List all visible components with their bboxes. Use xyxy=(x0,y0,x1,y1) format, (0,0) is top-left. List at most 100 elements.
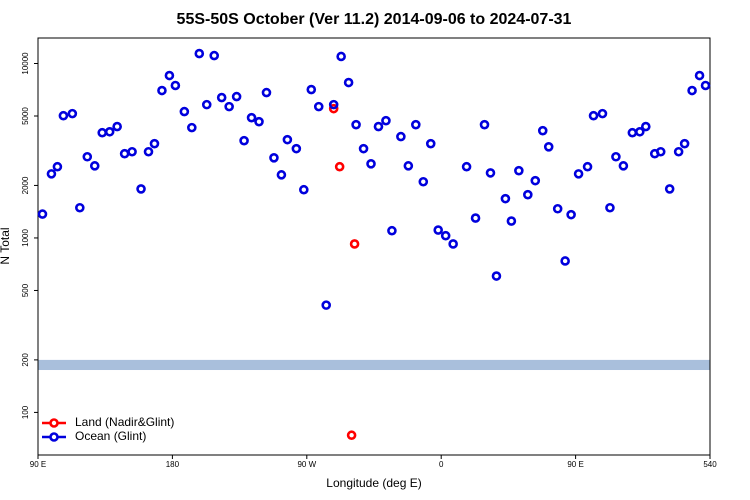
data-point xyxy=(343,77,354,88)
x-axis-label: Longitude (deg E) xyxy=(326,476,421,490)
data-point xyxy=(588,110,599,121)
y-tick-label: 200 xyxy=(21,353,30,367)
data-point xyxy=(336,51,346,62)
data-point xyxy=(411,119,421,130)
data-point xyxy=(552,203,563,214)
data-point xyxy=(52,161,63,172)
data-point xyxy=(276,170,287,180)
data-point xyxy=(306,84,317,95)
data-point xyxy=(543,142,554,152)
data-point xyxy=(700,80,711,91)
data-point xyxy=(418,176,429,187)
y-tick-label: 1000 xyxy=(21,229,30,247)
legend-label: Land (Nadir&Glint) xyxy=(75,415,174,429)
y-tick-label: 500 xyxy=(21,283,30,297)
data-point xyxy=(187,122,197,133)
data-point xyxy=(611,151,621,162)
data-band xyxy=(38,359,710,371)
data-point xyxy=(506,216,517,226)
data-point xyxy=(231,91,242,102)
data-point xyxy=(46,169,57,179)
chart-title: 55S-50S October (Ver 11.2) 2014-09-06 to… xyxy=(177,11,572,28)
data-point xyxy=(254,116,264,127)
data-point xyxy=(485,168,496,178)
data-point xyxy=(209,50,220,61)
data-point xyxy=(282,134,293,145)
data-point xyxy=(687,85,697,96)
data-point xyxy=(349,239,360,249)
data-point xyxy=(313,101,324,112)
data-point xyxy=(104,126,115,137)
data-point xyxy=(149,138,160,149)
y-tick-label: 5000 xyxy=(21,107,30,125)
data-point xyxy=(373,121,384,132)
data-point xyxy=(448,239,458,249)
x-tick-label: 540 xyxy=(703,460,717,469)
data-point xyxy=(89,161,100,171)
data-point xyxy=(216,92,227,103)
data-point xyxy=(627,127,638,138)
data-point xyxy=(37,209,48,219)
data-point xyxy=(403,161,414,171)
data-point xyxy=(239,135,249,146)
data-point xyxy=(673,146,684,157)
data-point xyxy=(328,103,339,114)
data-point xyxy=(136,184,146,194)
data-point xyxy=(97,127,108,138)
data-point xyxy=(170,80,181,91)
data-point xyxy=(694,70,705,81)
data-point xyxy=(119,148,130,159)
data-point xyxy=(605,202,615,213)
x-tick-label: 90 E xyxy=(30,460,46,469)
x-tick-label: 180 xyxy=(166,460,180,469)
data-point xyxy=(157,85,167,96)
data-point xyxy=(635,126,645,137)
data-point xyxy=(514,165,524,176)
data-point xyxy=(246,112,257,123)
data-point xyxy=(366,159,376,169)
data-point xyxy=(560,256,570,266)
data-point xyxy=(396,131,406,142)
data-point xyxy=(75,202,85,213)
legend-marker xyxy=(49,432,59,442)
data-point xyxy=(143,146,154,157)
data-point xyxy=(358,143,369,154)
data-point xyxy=(334,161,345,172)
data-point xyxy=(573,169,584,179)
data-point xyxy=(640,121,651,132)
data-point xyxy=(461,161,472,172)
x-tick-label: 0 xyxy=(439,460,444,469)
data-point xyxy=(491,271,502,281)
data-point xyxy=(530,175,541,186)
data-point xyxy=(194,48,205,59)
data-point xyxy=(351,119,361,130)
data-point xyxy=(655,146,666,157)
data-point xyxy=(470,213,481,223)
data-point xyxy=(566,209,576,220)
data-point xyxy=(537,125,548,136)
data-point xyxy=(179,106,190,117)
data-point xyxy=(381,115,391,126)
data-point xyxy=(328,99,339,110)
data-point xyxy=(618,161,629,171)
data-point xyxy=(201,99,212,110)
data-point xyxy=(679,138,690,149)
data-point xyxy=(664,184,675,194)
data-point xyxy=(82,151,93,162)
data-point xyxy=(67,108,78,119)
data-point xyxy=(425,138,436,149)
data-point xyxy=(112,121,122,132)
data-point xyxy=(269,153,279,163)
data-point xyxy=(346,430,357,441)
y-tick-label: 10000 xyxy=(21,52,30,75)
legend-marker xyxy=(49,418,59,428)
plot-frame xyxy=(37,37,711,456)
data-point xyxy=(291,143,302,154)
data-point xyxy=(224,101,234,112)
data-point xyxy=(523,189,533,200)
data-point xyxy=(500,193,511,204)
data-point xyxy=(321,300,332,310)
data-point xyxy=(387,225,397,236)
y-axis-label: N Total xyxy=(0,227,12,264)
